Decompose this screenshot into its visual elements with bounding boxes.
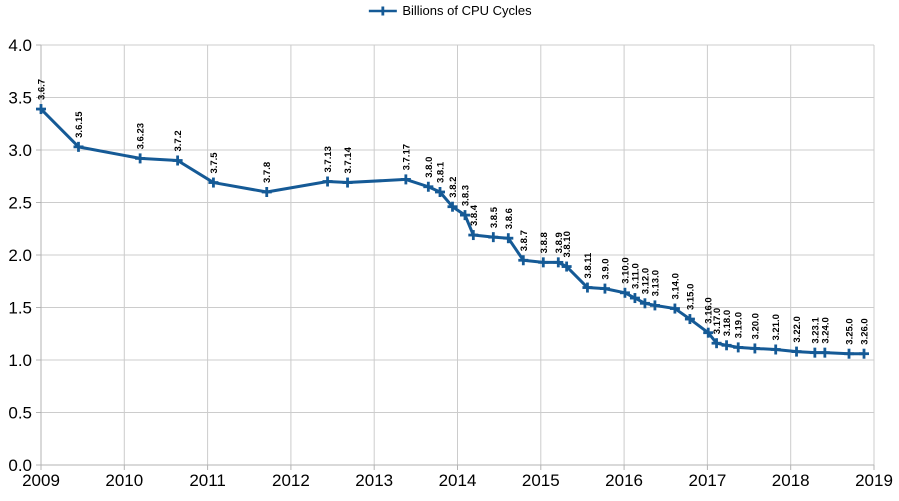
y-axis-tick-label: 1.5 <box>8 299 32 318</box>
data-point-label: 3.8.5 <box>489 206 500 228</box>
data-point-label: 3.12.0 <box>640 268 651 294</box>
y-axis-tick-label: 3.5 <box>8 89 32 108</box>
x-axis-tick-label: 2015 <box>522 471 560 490</box>
data-point-label: 3.8.11 <box>583 252 594 279</box>
data-point-label: 3.25.0 <box>845 318 856 344</box>
data-point-label: 3.17.0 <box>712 308 723 334</box>
data-point-label: 3.7.14 <box>343 146 354 173</box>
data-point-label: 3.7.2 <box>173 130 184 151</box>
legend-label: Billions of CPU Cycles <box>402 3 532 18</box>
data-point-label: 3.23.1 <box>810 317 821 344</box>
y-axis-tick-label: 0.0 <box>8 456 32 475</box>
y-axis-tick-label: 4.0 <box>8 36 32 55</box>
x-axis-tick-label: 2012 <box>272 471 310 490</box>
data-point-label: 3.8.4 <box>469 204 480 226</box>
data-point-label: 3.8.6 <box>504 208 515 229</box>
data-point-label: 3.26.0 <box>860 318 871 344</box>
data-point-label: 3.8.2 <box>448 177 459 198</box>
data-point-label: 3.9.0 <box>600 258 611 279</box>
data-point-label: 3.6.15 <box>74 111 85 138</box>
data-point-label: 3.7.8 <box>262 162 273 183</box>
data-point-label: 3.8.1 <box>436 161 447 183</box>
data-point-label: 3.8.10 <box>562 231 573 257</box>
y-axis-tick-label: 2.5 <box>8 194 32 213</box>
data-point-label: 3.19.0 <box>734 312 745 338</box>
data-point-label: 3.16.0 <box>704 297 715 323</box>
x-axis-tick-label: 2009 <box>22 471 60 490</box>
data-point-label: 3.6.7 <box>37 79 48 100</box>
y-axis-tick-label: 2.0 <box>8 246 32 265</box>
x-axis-tick-label: 2010 <box>105 471 143 490</box>
y-axis-tick-label: 0.5 <box>8 404 32 423</box>
x-axis-tick-label: 2011 <box>189 471 226 490</box>
x-axis-tick-label: 2018 <box>772 471 810 490</box>
data-point-label: 3.8.0 <box>424 157 435 178</box>
y-axis-tick-label: 1.0 <box>8 351 32 370</box>
data-point-label: 3.21.0 <box>771 314 782 340</box>
data-point-label: 3.7.5 <box>209 152 220 174</box>
data-point-label: 3.24.0 <box>820 317 831 343</box>
x-axis-tick-label: 2019 <box>855 471 893 490</box>
data-point-label: 3.8.9 <box>554 232 565 253</box>
data-point-label: 3.15.0 <box>685 284 696 310</box>
data-point-label: 3.18.0 <box>722 310 733 336</box>
data-point-label: 3.10.0 <box>620 257 631 283</box>
y-axis-tick-label: 3.0 <box>8 141 32 160</box>
legend-line-plus-marker-icon <box>368 6 397 15</box>
x-axis-tick-label: 2016 <box>605 471 643 490</box>
data-point-label: 3.7.13 <box>323 146 334 172</box>
data-point-label: 3.20.0 <box>750 313 761 339</box>
data-point-label: 3.8.3 <box>460 185 471 206</box>
data-point-label: 3.11.0 <box>630 263 641 289</box>
x-axis-tick-label: 2013 <box>355 471 393 490</box>
x-axis-tick-label: 2017 <box>688 471 726 490</box>
data-point-label: 3.22.0 <box>792 316 803 342</box>
x-axis-tick-label: 2014 <box>439 471 477 490</box>
legend: Billions of CPU Cycles <box>367 3 532 18</box>
data-point-label: 3.13.0 <box>650 270 661 296</box>
data-point-label: 3.8.8 <box>539 232 550 253</box>
data-point-label: 3.7.17 <box>401 144 412 170</box>
data-point-label: 3.8.7 <box>519 230 530 251</box>
data-point-label: 3.6.23 <box>136 123 147 149</box>
data-point-label: 3.14.0 <box>670 273 681 299</box>
